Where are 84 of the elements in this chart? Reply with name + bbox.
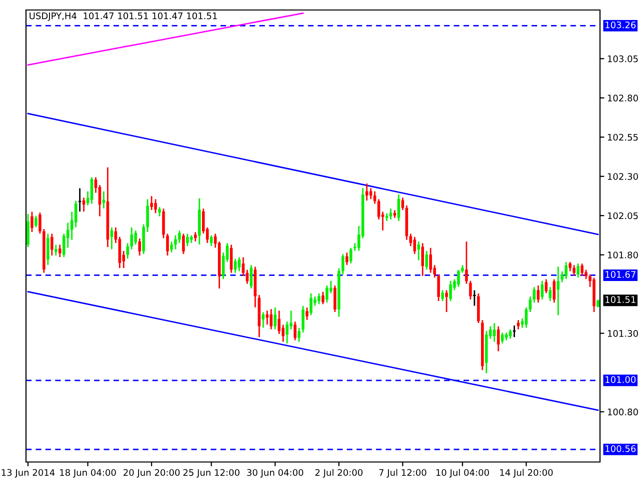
y-tick-label: 100.80 bbox=[608, 408, 638, 416]
candlestick bbox=[318, 293, 320, 304]
candlestick bbox=[74, 200, 78, 228]
candlestick bbox=[286, 322, 288, 344]
candlestick bbox=[170, 242, 173, 252]
y-tick-label: 103.05 bbox=[608, 55, 638, 62]
candlestick bbox=[425, 251, 428, 270]
candlestick bbox=[449, 280, 452, 302]
candlestick bbox=[401, 198, 404, 210]
candlestick bbox=[536, 286, 540, 303]
candlestick bbox=[417, 242, 420, 260]
candlestick bbox=[182, 234, 185, 254]
candlestick bbox=[90, 177, 94, 204]
candlestick bbox=[377, 199, 380, 220]
x-tick-label: 25 Jun 12:00 bbox=[183, 469, 240, 478]
candlestick bbox=[46, 234, 50, 265]
y-tick-label: 102.80 bbox=[608, 94, 638, 102]
candlestick bbox=[210, 235, 213, 246]
x-tick-label: 2 Jul 20:00 bbox=[315, 468, 363, 478]
candlestick bbox=[469, 280, 472, 300]
candlestick bbox=[548, 287, 552, 302]
x-tick-label: 18 Jun 04:00 bbox=[60, 469, 116, 478]
y-tick-label: 101.80 bbox=[608, 252, 638, 258]
candlestick bbox=[302, 306, 304, 332]
x-tick-label: 7 Jul 12:00 bbox=[379, 468, 426, 478]
candlestick bbox=[174, 235, 177, 250]
candlestick bbox=[294, 322, 296, 340]
candlestick bbox=[162, 208, 165, 238]
x-tick-label: 30 Jun 04:00 bbox=[247, 469, 304, 478]
candlestick bbox=[556, 266, 560, 316]
candlestick bbox=[457, 270, 460, 287]
candlestick bbox=[445, 290, 448, 312]
candlestick bbox=[540, 280, 544, 300]
candlestick bbox=[306, 308, 308, 320]
candlestick bbox=[58, 244, 62, 258]
candlestick bbox=[154, 199, 157, 214]
candlestick bbox=[492, 323, 496, 342]
ref-line-label: 101.67 bbox=[606, 271, 636, 278]
x-tick-label: 20 Jun 20:00 bbox=[124, 469, 180, 478]
candlestick bbox=[322, 292, 324, 304]
candlestick bbox=[465, 242, 468, 284]
candlestick bbox=[178, 230, 181, 243]
candlestick bbox=[34, 216, 38, 228]
candlestick bbox=[580, 264, 584, 276]
candlestick bbox=[50, 234, 54, 256]
chart-title: USDJPY,H4 101.47 101.51 101.47 101.51 bbox=[30, 12, 217, 21]
ref-line-label: 101.00 bbox=[606, 376, 636, 384]
y-tick-label: 102.30 bbox=[608, 173, 638, 180]
candlestick bbox=[385, 213, 388, 221]
candlestick bbox=[429, 248, 432, 273]
candlestick bbox=[298, 328, 300, 342]
y-tick-label: 101.30 bbox=[608, 330, 638, 337]
candlestick bbox=[166, 234, 169, 256]
candlestick bbox=[564, 262, 568, 280]
ref-line-label: 100.56 bbox=[606, 445, 636, 452]
candlestick bbox=[334, 286, 336, 312]
candlestick bbox=[138, 238, 141, 256]
x-tick-label: 10 Jul 04:00 bbox=[436, 468, 489, 478]
candlestick bbox=[552, 279, 556, 303]
candlestick bbox=[30, 212, 34, 232]
x-tick-label: 13 Jun 2014 bbox=[2, 469, 55, 478]
candlestick bbox=[150, 196, 153, 210]
candlestick bbox=[274, 308, 277, 330]
candlestick bbox=[242, 257, 245, 276]
candlestick bbox=[345, 252, 348, 265]
candlestick bbox=[102, 191, 106, 208]
candlestick bbox=[397, 194, 400, 221]
candlestick bbox=[441, 290, 444, 302]
candlestick bbox=[26, 214, 30, 248]
x-tick-label: 14 Jul 20:00 bbox=[500, 468, 553, 478]
y-tick-label: 102.05 bbox=[608, 212, 638, 220]
candlestick bbox=[576, 264, 580, 278]
candlestick bbox=[421, 243, 424, 276]
candlestick bbox=[528, 296, 532, 312]
candlestick bbox=[310, 293, 312, 316]
y-tick-label: 102.55 bbox=[608, 134, 638, 141]
candlestick bbox=[496, 326, 500, 352]
candlestick bbox=[572, 265, 576, 276]
ref-line-label: 103.26 bbox=[606, 21, 636, 28]
text: 101.51 bbox=[606, 296, 636, 303]
candlestick bbox=[186, 234, 189, 246]
candlestick bbox=[238, 257, 241, 272]
candlestick bbox=[54, 244, 58, 256]
candlestick bbox=[278, 310, 281, 334]
